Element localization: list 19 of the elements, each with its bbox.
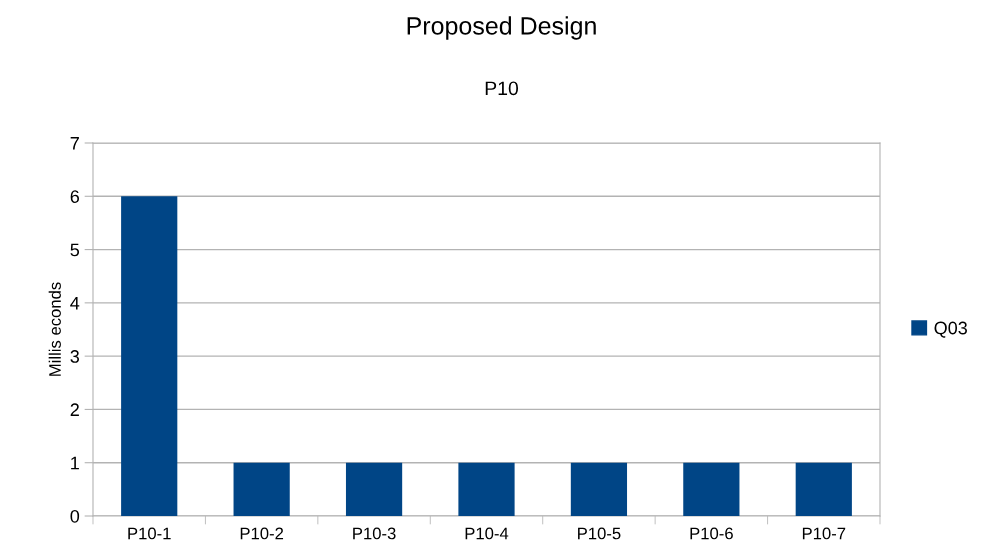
legend-label: Q03 [934, 321, 967, 338]
y-tick-label: 2 [70, 403, 79, 416]
y-axis-title: Millis econds [48, 282, 61, 376]
chart-title: Proposed Design [407, 16, 596, 40]
y-tick-label: 6 [70, 190, 80, 204]
chart-subtitle: P10 [485, 81, 519, 96]
x-tick-label: P10-6 [690, 527, 733, 540]
y-tick-label: 7 [70, 137, 79, 150]
y-tick-label: 4 [70, 296, 80, 310]
x-tick-label: P10-7 [802, 527, 846, 540]
y-tick-label: 3 [70, 350, 80, 363]
x-tick-label: P10-2 [240, 527, 284, 540]
y-tick-label: 5 [70, 243, 80, 257]
y-tick-label: 0 [70, 509, 80, 523]
x-tick-label: P10-1 [128, 527, 171, 540]
y-tick-label: 1 [71, 456, 79, 470]
x-tick-label: P10-5 [578, 527, 621, 540]
x-tick-label: P10-3 [353, 527, 396, 540]
x-tick-label: P10-4 [465, 527, 509, 540]
